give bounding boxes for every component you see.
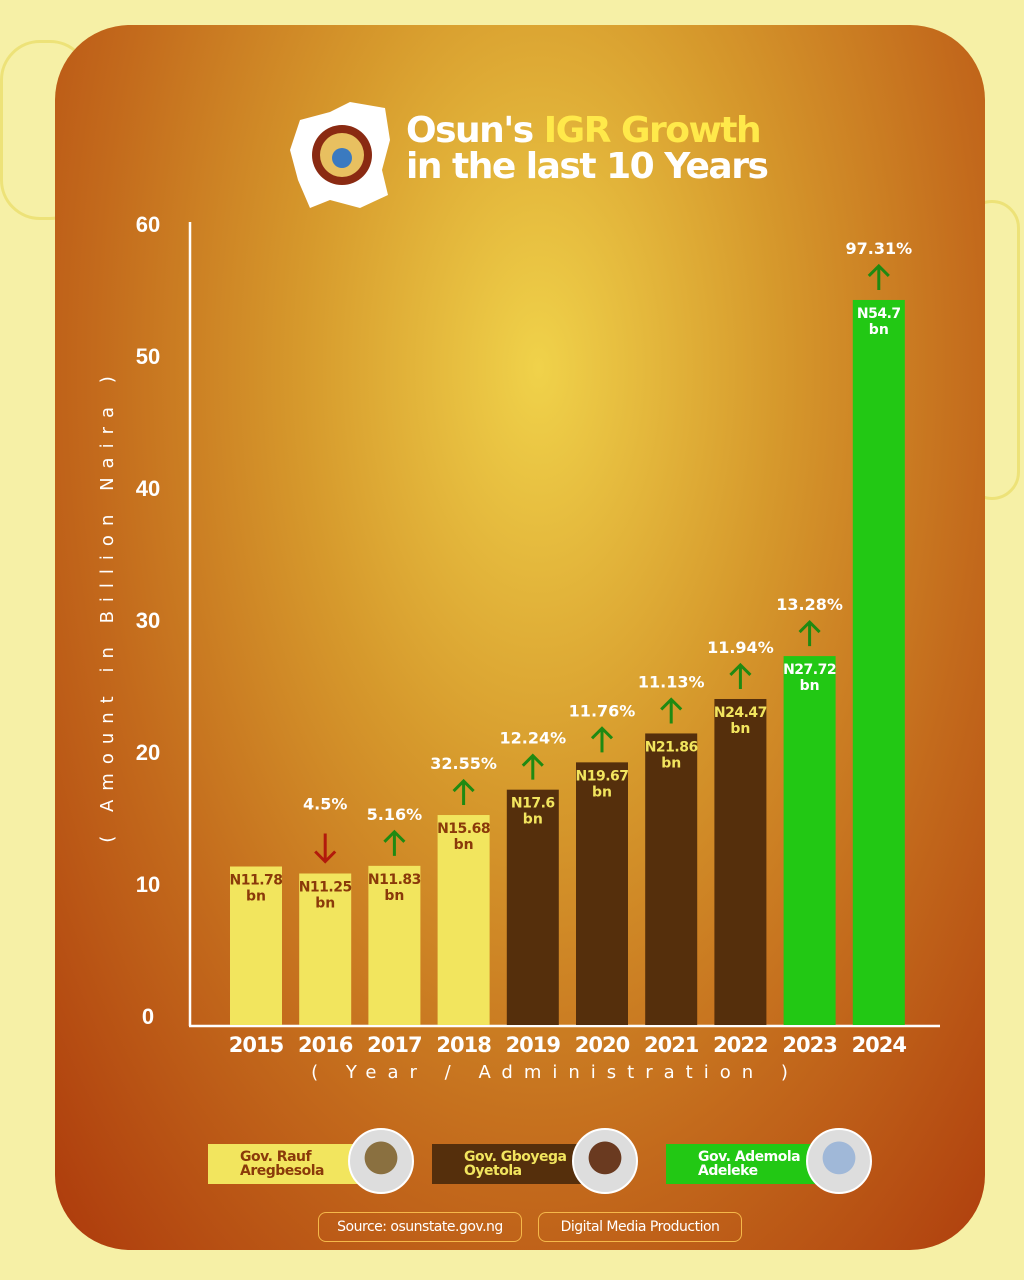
legend-label: Gov. Ademola Adeleke xyxy=(666,1144,816,1184)
bar-value-unit: bn xyxy=(869,322,889,338)
bar-2019 xyxy=(506,789,559,1025)
bar-value-label: N11.25 xyxy=(299,880,352,896)
growth-label: 13.28% xyxy=(776,595,843,614)
bar-value-label: N11.78 xyxy=(230,873,283,889)
bar-value-label: N54.7 xyxy=(857,306,901,322)
source-label: Source: osunstate.gov.ng xyxy=(318,1212,522,1242)
bar-value-unit: bn xyxy=(661,755,681,771)
bar-value-unit: bn xyxy=(384,888,404,904)
bar-value-unit: bn xyxy=(315,896,335,912)
governor-avatar xyxy=(348,1128,414,1194)
bar-2022 xyxy=(714,698,767,1025)
x-axis-label: ( Year / Administration ) xyxy=(311,1062,799,1083)
bar-2018 xyxy=(437,815,490,1025)
x-tick-label: 2023 xyxy=(782,1033,836,1057)
y-tick-label: 30 xyxy=(136,608,160,633)
bar-2021 xyxy=(645,733,698,1025)
y-tick-label: 50 xyxy=(136,344,160,369)
up-arrow-icon xyxy=(798,619,821,647)
bar-value-label: N21.86 xyxy=(645,739,698,755)
x-tick-label: 2021 xyxy=(644,1033,699,1057)
governor-avatar xyxy=(572,1128,638,1194)
bar-2020 xyxy=(576,762,628,1025)
credit-label: Digital Media Production xyxy=(538,1212,742,1242)
title-part1: Osun's xyxy=(406,110,544,151)
x-tick-label: 2019 xyxy=(506,1033,561,1057)
up-arrow-icon xyxy=(660,697,683,724)
up-arrow-icon xyxy=(521,753,544,780)
growth-label: 11.94% xyxy=(707,638,774,657)
growth-label: 11.76% xyxy=(569,701,636,720)
x-tick-label: 2018 xyxy=(436,1033,491,1057)
bar-value-label: N27.72 xyxy=(783,662,836,678)
x-tick-label: 2020 xyxy=(575,1033,630,1057)
growth-label: 97.31% xyxy=(845,239,912,258)
bar-2024 xyxy=(852,299,905,1026)
bar-2023 xyxy=(783,656,836,1025)
legend-label: Gov. Rauf Aregbesola xyxy=(208,1144,358,1184)
up-arrow-icon xyxy=(383,829,406,856)
bar-value-unit: bn xyxy=(730,721,750,737)
osun-state-logo xyxy=(290,102,390,208)
bar-value-unit: bn xyxy=(246,889,266,905)
growth-label: 5.16% xyxy=(367,805,423,824)
bar-value-label: N24.47 xyxy=(714,705,767,721)
up-arrow-icon xyxy=(590,726,614,753)
title-line2: in the last 10 Years xyxy=(406,146,769,187)
x-tick-label: 2017 xyxy=(367,1033,421,1057)
legend-label: Gov. Gboyega Oyetola xyxy=(432,1144,582,1184)
x-tick-label: 2016 xyxy=(298,1033,353,1057)
title-highlight: IGR Growth xyxy=(543,110,762,151)
down-arrow-icon xyxy=(314,833,337,864)
growth-label: 11.13% xyxy=(638,672,705,691)
bar-2015 xyxy=(230,866,282,1025)
legend-item: Gov. Rauf Aregbesola xyxy=(208,1128,428,1194)
infographic-card xyxy=(55,25,985,1250)
governor-avatar xyxy=(806,1128,872,1194)
bar-2016 xyxy=(299,873,352,1025)
y-tick-label: 20 xyxy=(136,740,160,765)
y-axis-label: ( Amount in Billion Naira ) xyxy=(97,367,118,843)
x-tick-label: 2015 xyxy=(229,1033,284,1057)
y-tick-label: 0 xyxy=(142,1004,154,1029)
growth-label: 4.5% xyxy=(303,795,347,814)
y-tick-label: 60 xyxy=(136,212,160,237)
x-tick-label: 2024 xyxy=(852,1033,907,1057)
bar-value-label: N11.83 xyxy=(368,872,421,888)
bar-2017 xyxy=(368,865,421,1025)
bar-value-unit: bn xyxy=(800,678,820,694)
bar-value-unit: bn xyxy=(454,837,474,853)
bar-value-label: N17.6 xyxy=(511,796,555,812)
growth-label: 12.24% xyxy=(499,729,566,748)
up-arrow-icon xyxy=(867,263,890,290)
up-arrow-icon xyxy=(452,778,475,806)
x-tick-label: 2022 xyxy=(713,1033,767,1057)
bar-value-label: N15.68 xyxy=(437,821,490,837)
y-tick-label: 10 xyxy=(136,872,160,897)
bar-value-unit: bn xyxy=(523,812,543,828)
bar-value-label: N19.67 xyxy=(576,768,629,784)
legend-item: Gov. Ademola Adeleke xyxy=(666,1128,886,1194)
page-title: Osun's IGR Growth in the last 10 Years xyxy=(406,110,769,187)
up-arrow-icon xyxy=(729,662,752,689)
growth-label: 32.55% xyxy=(430,754,497,773)
legend-item: Gov. Gboyega Oyetola xyxy=(432,1128,652,1194)
bar-value-unit: bn xyxy=(592,784,612,800)
y-tick-label: 40 xyxy=(136,476,160,501)
